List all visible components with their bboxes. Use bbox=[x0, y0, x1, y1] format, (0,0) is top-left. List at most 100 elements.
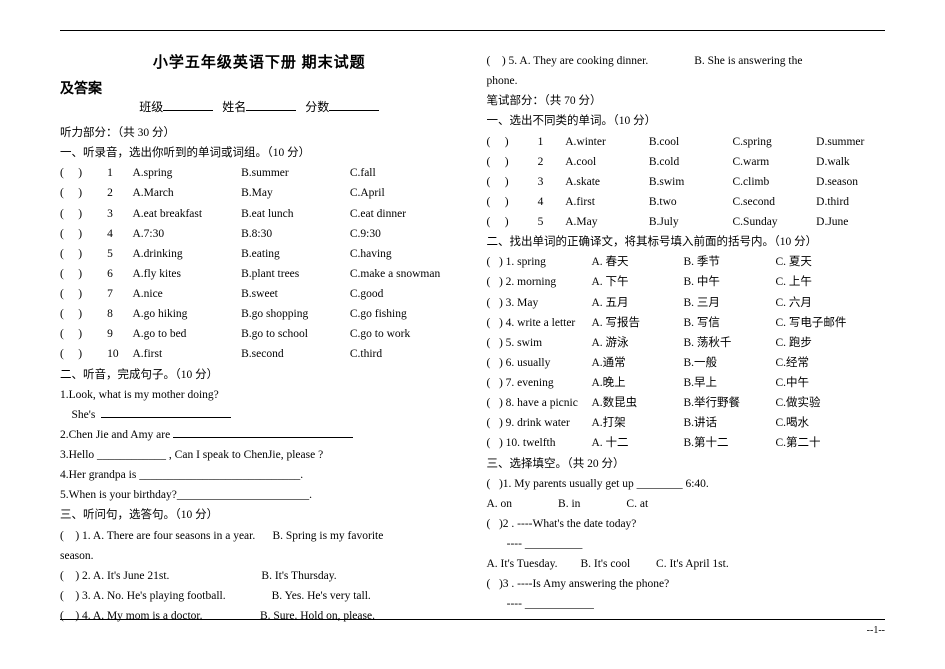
r3-q3-blank: ---- ____________ bbox=[487, 594, 886, 614]
opt-c: C.go fishing bbox=[350, 304, 459, 324]
l2-line5: 4.Her grandpa is _______________________… bbox=[60, 465, 459, 485]
l3-line4: ( ) 3. A. No. He's playing football. B. … bbox=[60, 586, 459, 606]
opt-c: C.make a snowman bbox=[350, 264, 459, 284]
r3-q1: ( )1. My parents usually get up ________… bbox=[487, 474, 886, 494]
answer-paren: ( ) bbox=[60, 183, 107, 203]
q-num: 5 bbox=[538, 212, 566, 232]
opt-a: A.数昆虫 bbox=[592, 393, 684, 413]
table-row: ( )8A.go hikingB.go shoppingC.go fishing bbox=[60, 304, 459, 324]
table-row: ( )5A.MayB.JulyC.SundayD.June bbox=[487, 212, 886, 232]
l2-blank3 bbox=[173, 437, 353, 438]
table-row: ( )2A.MarchB.MayC.April bbox=[60, 183, 459, 203]
opt-b: B. 荡秋千 bbox=[684, 333, 776, 353]
opt-a: A.drinking bbox=[132, 244, 241, 264]
top-rule bbox=[60, 30, 885, 31]
written-header: 笔试部分：（共 70 分） bbox=[487, 91, 886, 111]
answer-paren: ( ) bbox=[487, 132, 538, 152]
exam-page: 小学五年级英语下册 期末试题 及答案 班级 姓名 分数 听力部分：（共 30 分… bbox=[0, 0, 945, 646]
q-label: ( ) 6. usually bbox=[487, 353, 592, 373]
answer-paren: ( ) bbox=[60, 224, 107, 244]
opt-c: C.9:30 bbox=[350, 224, 459, 244]
name-label: 姓名 bbox=[222, 100, 246, 114]
score-label: 分数 bbox=[305, 100, 329, 114]
r3-q2-blank: ---- __________ bbox=[487, 534, 886, 554]
opt-b: B.summer bbox=[241, 163, 350, 183]
q-num: 4 bbox=[107, 224, 132, 244]
q-num: 4 bbox=[538, 192, 566, 212]
opt-c: C.go to work bbox=[350, 324, 459, 344]
table-row: ( )3A.eat breakfastB.eat lunchC.eat dinn… bbox=[60, 204, 459, 224]
answer-key-label: 及答案 bbox=[60, 78, 459, 98]
q-num: 9 bbox=[107, 324, 132, 344]
opt-a: A.通常 bbox=[592, 353, 684, 373]
l3-line1: ( ) 1. A. There are four seasons in a ye… bbox=[60, 526, 459, 546]
opt-b: B.早上 bbox=[684, 373, 776, 393]
opt-a: A.first bbox=[565, 192, 649, 212]
q-num: 3 bbox=[538, 172, 566, 192]
opt-a: A.go hiking bbox=[132, 304, 241, 324]
opt-d: D.June bbox=[816, 212, 885, 232]
opt-a: A.go to bed bbox=[132, 324, 241, 344]
left-sec1-header: 一、听录音，选出你听到的单词或词组。（10 分） bbox=[60, 143, 459, 163]
opt-c: C.中午 bbox=[776, 373, 868, 393]
opt-c: C.spring bbox=[733, 132, 817, 152]
q-num: 1 bbox=[107, 163, 132, 183]
right-sec1-table: ( )1A.winterB.coolC.springD.summer( )2A.… bbox=[487, 132, 886, 233]
name-blank bbox=[246, 98, 296, 111]
opt-a: A.eat breakfast bbox=[132, 204, 241, 224]
table-row: ( )2A.coolB.coldC.warmD.walk bbox=[487, 152, 886, 172]
q-num: 8 bbox=[107, 304, 132, 324]
opt-c: C.经常 bbox=[776, 353, 868, 373]
answer-paren: ( ) bbox=[487, 172, 538, 192]
opt-c: C.warm bbox=[733, 152, 817, 172]
student-info: 班级 姓名 分数 bbox=[60, 98, 459, 115]
l2-line3-pre: 2.Chen Jie and Amy are bbox=[60, 429, 170, 441]
q-label: ( ) 7. evening bbox=[487, 373, 592, 393]
right-sec2-table: ( ) 1. springA. 春天B. 季节C. 夏天( ) 2. morni… bbox=[487, 252, 886, 453]
opt-d: D.walk bbox=[816, 152, 885, 172]
answer-paren: ( ) bbox=[60, 163, 107, 183]
opt-b: B.举行野餐 bbox=[684, 393, 776, 413]
table-row: ( ) 10. twelfthA. 十二B.第十二C.第二十 bbox=[487, 433, 886, 453]
l2-line4: 3.Hello ____________ , Can I speak to Ch… bbox=[60, 445, 459, 465]
opt-b: B.cold bbox=[649, 152, 733, 172]
opt-b: B.go to school bbox=[241, 324, 350, 344]
opt-c: C.April bbox=[350, 183, 459, 203]
opt-b: B.July bbox=[649, 212, 733, 232]
answer-paren: ( ) bbox=[487, 212, 538, 232]
answer-paren: ( ) bbox=[60, 244, 107, 264]
opt-d: D.summer bbox=[816, 132, 885, 152]
opt-a: A.skate bbox=[565, 172, 649, 192]
r3-q3: ( )3 . ----Is Amy answering the phone? bbox=[487, 574, 886, 594]
opt-c: C.third bbox=[350, 344, 459, 364]
r3-q1-opts: A. on B. in C. at bbox=[487, 494, 886, 514]
table-row: ( )10A.firstB.secondC.third bbox=[60, 344, 459, 364]
opt-b: B.cool bbox=[649, 132, 733, 152]
q-label: ( ) 8. have a picnic bbox=[487, 393, 592, 413]
opt-d: D.third bbox=[816, 192, 885, 212]
q-label: ( ) 1. spring bbox=[487, 252, 592, 272]
opt-b: B.一般 bbox=[684, 353, 776, 373]
opt-a: A.打架 bbox=[592, 413, 684, 433]
q-num: 5 bbox=[107, 244, 132, 264]
table-row: ( )1A.springB.summerC.fall bbox=[60, 163, 459, 183]
table-row: ( )9A.go to bedB.go to schoolC.go to wor… bbox=[60, 324, 459, 344]
opt-b: B.two bbox=[649, 192, 733, 212]
opt-b: B. 季节 bbox=[684, 252, 776, 272]
page-number: --1-- bbox=[867, 625, 885, 636]
table-row: ( )3A.skateB.swimC.climbD.season bbox=[487, 172, 886, 192]
opt-c: C. 写电子邮件 bbox=[776, 313, 868, 333]
l2-line6: 5.When is your birthday?________________… bbox=[60, 485, 459, 505]
opt-b: B. 写信 bbox=[684, 313, 776, 333]
opt-a: A.nice bbox=[132, 284, 241, 304]
left-sec3-header: 三、听问句，选答句。（10 分） bbox=[60, 505, 459, 525]
table-row: ( ) 9. drink waterA.打架B.讲话C.喝水 bbox=[487, 413, 886, 433]
opt-a: A.晚上 bbox=[592, 373, 684, 393]
opt-b: B.8:30 bbox=[241, 224, 350, 244]
opt-a: A. 下午 bbox=[592, 272, 684, 292]
q-label: ( ) 4. write a letter bbox=[487, 313, 592, 333]
opt-a: A.March bbox=[132, 183, 241, 203]
l2-line2: She's bbox=[60, 405, 459, 425]
table-row: ( ) 2. morningA. 下午B. 中午C. 上午 bbox=[487, 272, 886, 292]
opt-c: C.fall bbox=[350, 163, 459, 183]
